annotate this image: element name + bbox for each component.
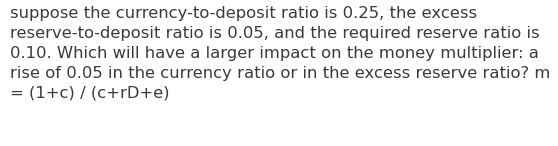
Text: suppose the currency-to-deposit ratio is 0.25, the excess
reserve-to-deposit rat: suppose the currency-to-deposit ratio is… [10,6,550,101]
